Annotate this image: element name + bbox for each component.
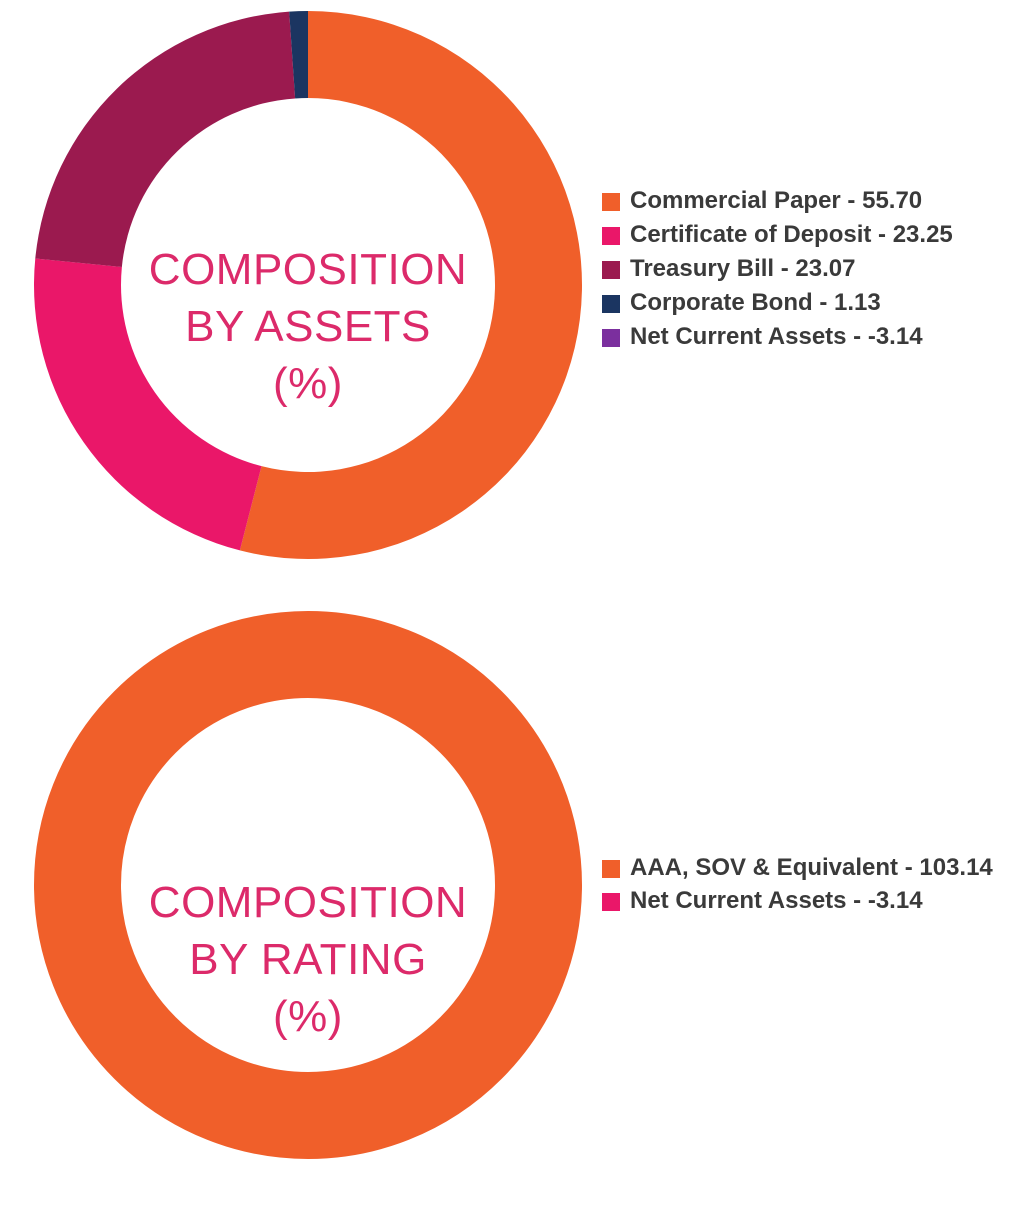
rating-legend-swatch bbox=[602, 860, 620, 878]
assets-title-line-3: (%) bbox=[273, 359, 343, 408]
rating-legend-item: Net Current Assets - -3.14 bbox=[602, 884, 1017, 917]
rating-title-line-2: BY RATING bbox=[189, 935, 427, 984]
rating-title-line-1: COMPOSITION bbox=[148, 878, 468, 927]
rating-title-line-3: (%) bbox=[273, 992, 343, 1041]
assets-legend-label: Corporate Bond - 1.13 bbox=[630, 289, 881, 316]
assets-legend-swatch bbox=[602, 261, 620, 279]
rating-composition-chart: COMPOSITION BY RATING (%) AAA, SOV & Equ… bbox=[0, 600, 1027, 1200]
assets-slice-certificate-of-deposit bbox=[33, 258, 262, 551]
rating-slice-aaa-sov-equivalent bbox=[34, 611, 582, 1159]
rating-legend-swatch bbox=[602, 893, 620, 911]
assets-legend-swatch bbox=[602, 193, 620, 211]
assets-composition-chart: COMPOSITION BY ASSETS (%) Commercial Pap… bbox=[0, 0, 1027, 600]
assets-legend-label: Commercial Paper - 55.70 bbox=[630, 187, 923, 214]
assets-legend-swatch bbox=[602, 227, 620, 245]
assets-slice-treasury-bill bbox=[35, 11, 296, 267]
assets-legend-swatch bbox=[602, 329, 620, 347]
assets-legend-item: Corporate Bond - 1.13 bbox=[602, 286, 1017, 320]
rating-donut bbox=[34, 611, 582, 1159]
assets-legend: Commercial Paper - 55.70 Certificate of D… bbox=[602, 184, 1017, 354]
assets-legend-item: Commercial Paper - 55.70 bbox=[602, 184, 1017, 218]
rating-legend-label: Net Current Assets - -3.14 bbox=[630, 887, 923, 914]
assets-legend-item: Treasury Bill - 23.07 bbox=[602, 252, 1017, 286]
assets-chart-title: COMPOSITION BY ASSETS (%) bbox=[108, 241, 508, 412]
assets-legend-label: Net Current Assets - -3.14 bbox=[630, 323, 923, 350]
assets-title-line-2: BY ASSETS bbox=[185, 302, 431, 351]
assets-donut bbox=[33, 11, 583, 559]
rating-legend-label: AAA, SOV & Equivalent - 103.14 bbox=[630, 854, 993, 881]
assets-legend-label: Certificate of Deposit - 23.25 bbox=[630, 221, 953, 248]
assets-legend-swatch bbox=[602, 295, 620, 313]
assets-legend-item: Net Current Assets - -3.14 bbox=[602, 320, 1017, 354]
assets-legend-label: Treasury Bill - 23.07 bbox=[630, 255, 856, 282]
assets-legend-item: Certificate of Deposit - 23.25 bbox=[602, 218, 1017, 252]
rating-legend: AAA, SOV & Equivalent - 103.14 Net Curren… bbox=[602, 851, 1017, 917]
assets-title-line-1: COMPOSITION bbox=[148, 245, 468, 294]
rating-chart-title: COMPOSITION BY RATING (%) bbox=[108, 874, 508, 1045]
assets-slice-commercial-paper bbox=[239, 11, 583, 559]
rating-legend-item: AAA, SOV & Equivalent - 103.14 bbox=[602, 851, 1017, 884]
assets-slice-corporate-bond bbox=[289, 11, 308, 99]
